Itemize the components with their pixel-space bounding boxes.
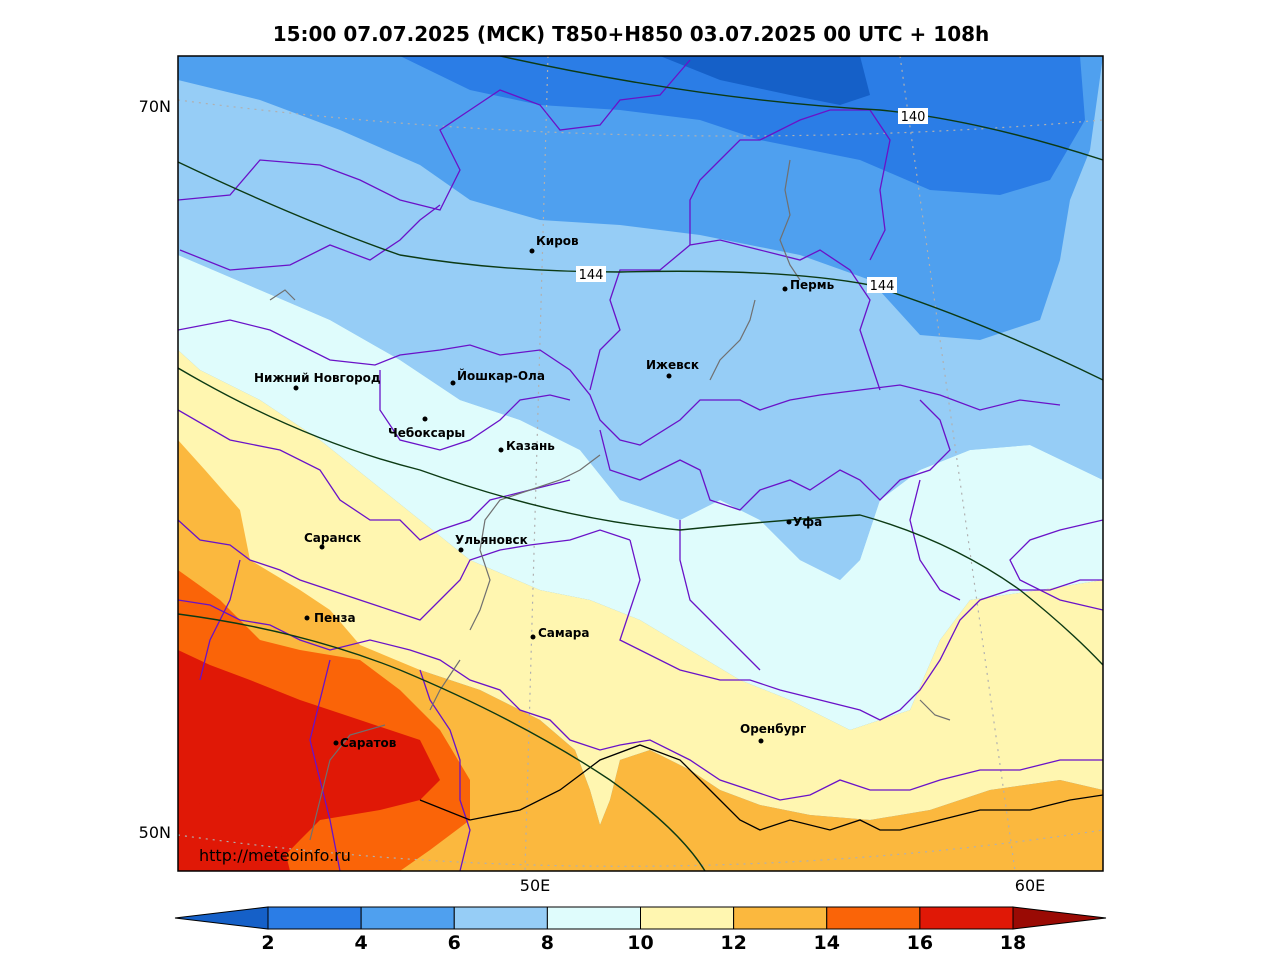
city-label-perm: Пермь [790, 278, 835, 292]
colorbar-tick-label: 8 [541, 932, 554, 954]
map-area: 140 144 144 Киров Пермь Нижний Новгород … [178, 56, 1103, 871]
map-title: 15:00 07.07.2025 (MCK) T850+H850 03.07.2… [273, 22, 990, 46]
lat-label-50n: 50N [139, 823, 171, 842]
colorbar-segment [919, 906, 1014, 930]
contour-label-140: 140 [901, 110, 926, 125]
lon-label-60e: 60E [1015, 876, 1045, 895]
colorbar-tick-label: 2 [261, 932, 274, 954]
colorbar-segment [453, 906, 548, 930]
colorbar-arrow-low [174, 906, 269, 930]
contour-label-144-a: 144 [579, 268, 604, 283]
state-border [419, 744, 1103, 831]
city-label-izhevsk: Ижевск [646, 358, 699, 372]
region-borders [178, 59, 1103, 871]
colorbar-tick-label: 4 [355, 932, 368, 954]
colorbar-tick-label: 14 [814, 932, 840, 954]
lon-label-50e: 50E [520, 876, 550, 895]
colorbar-tick-label: 10 [627, 932, 653, 954]
colorbar-segment [360, 906, 455, 930]
graticule [178, 56, 1103, 871]
city-dot [458, 547, 464, 553]
contour-label-144-b: 144 [870, 279, 895, 294]
colorbar-tick-label: 6 [448, 932, 461, 954]
rivers [269, 159, 951, 841]
temp-band-below-2 [660, 56, 870, 105]
map-frame [177, 55, 1104, 872]
city-label-yoshkar: Йошкар-Ола [457, 368, 545, 383]
temp-band-8-10 [178, 255, 1103, 730]
city-dot [319, 544, 325, 550]
lat-label-70n: 70N [139, 97, 171, 116]
colorbar-segment [267, 906, 362, 930]
city-label-ulyanovsk: Ульяновск [455, 533, 528, 547]
city-label-orenburg: Оренбург [740, 722, 806, 736]
city-dot [333, 740, 339, 746]
colorbar: 2 4 6 8 10 12 14 16 18 [174, 906, 1107, 954]
city-dot [758, 738, 764, 744]
temp-band-6-8 [178, 56, 1103, 580]
colorbar-arrow-high [1012, 906, 1107, 930]
watermark: http://meteoinfo.ru [199, 846, 351, 865]
contour-labels: 140 144 144 [576, 108, 928, 294]
cities: Киров Пермь Нижний Новгород Йошкар-Ола И… [254, 234, 835, 750]
temp-band-16-18-south [178, 800, 290, 871]
city-label-saratov: Саратов [340, 736, 397, 750]
city-dot [450, 380, 456, 386]
city-dot [530, 634, 536, 640]
colorbar-tick-label: 12 [720, 932, 746, 954]
city-dot [293, 385, 299, 391]
city-dot [666, 373, 672, 379]
city-label-cheboksary: Чебоксары [388, 426, 465, 440]
colorbar-segment [733, 906, 828, 930]
city-label-penza: Пенза [314, 611, 356, 625]
colorbar-segment [640, 906, 735, 930]
city-dot [782, 286, 788, 292]
city-dot [498, 447, 504, 453]
colorbar-segment [546, 906, 641, 930]
city-label-ufa: Уфа [793, 515, 822, 529]
city-label-samara: Самара [538, 626, 590, 640]
city-dot [422, 416, 428, 422]
isohypses [178, 56, 1103, 871]
colorbar-tick-label: 18 [1000, 932, 1026, 954]
city-dot [786, 519, 792, 525]
temp-band-2-4 [400, 56, 1085, 195]
colorbar-tick-label: 16 [907, 932, 933, 954]
city-label-kirov: Киров [536, 234, 579, 248]
city-dot [304, 615, 310, 621]
city-dot [529, 248, 535, 254]
city-label-kazan: Казань [506, 439, 555, 453]
temp-band-10-12 [178, 350, 1103, 825]
colorbar-segment [826, 906, 921, 930]
city-label-saransk: Саранск [304, 531, 361, 545]
city-label-nizhny: Нижний Новгород [254, 371, 381, 385]
